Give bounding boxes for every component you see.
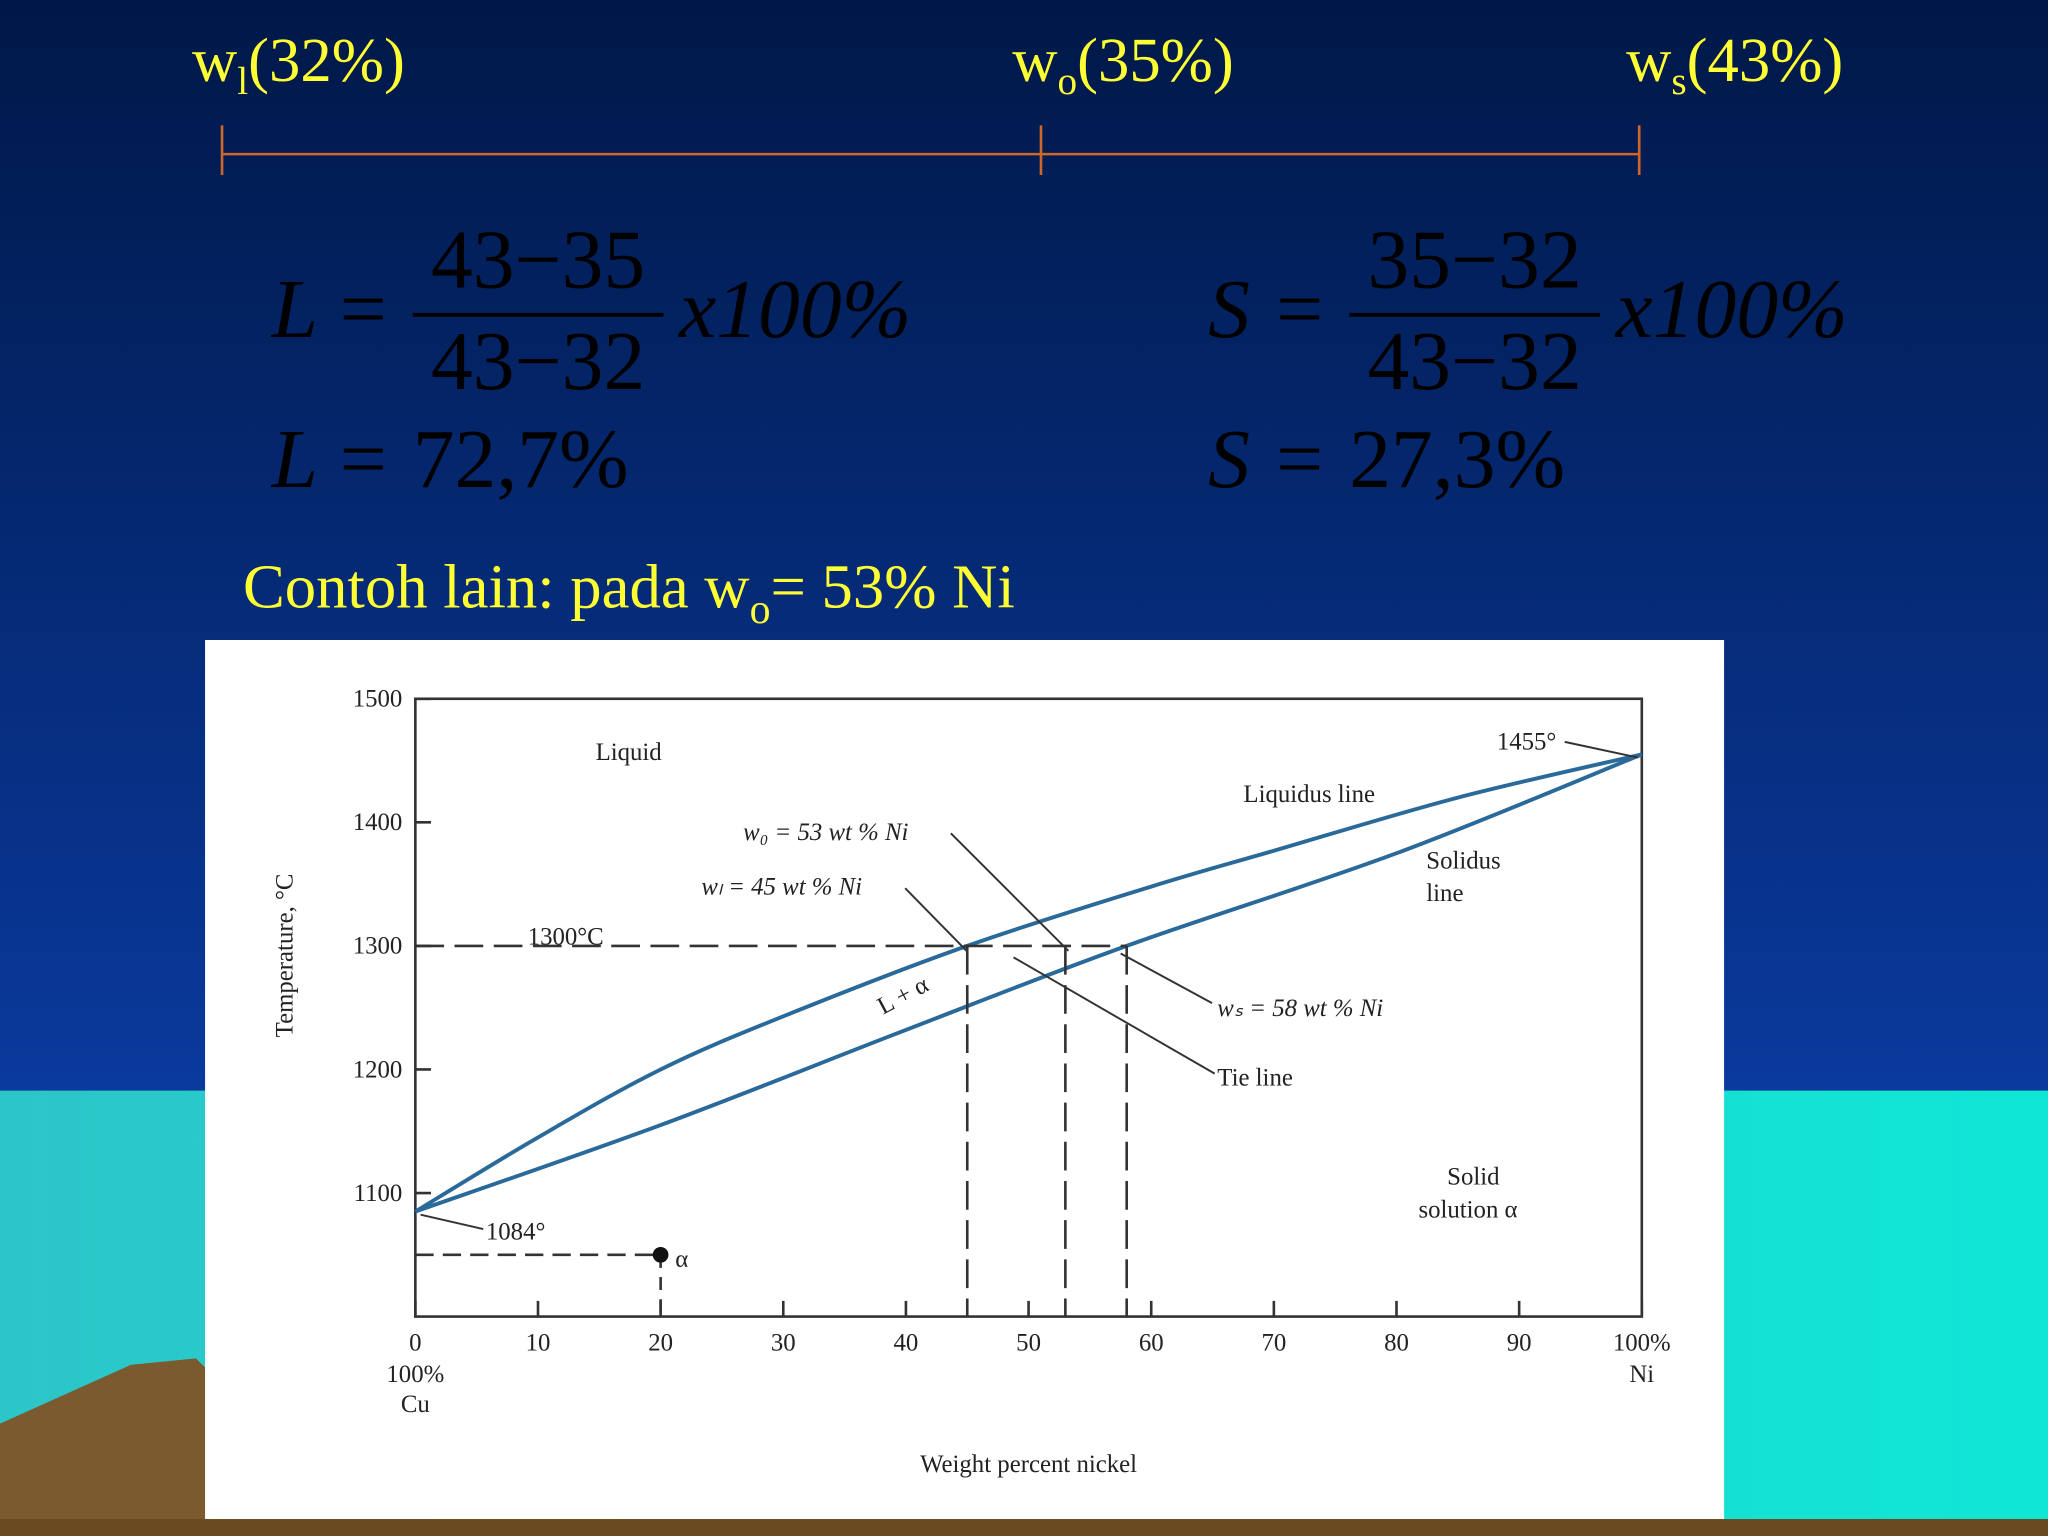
pointer <box>1120 952 1213 1004</box>
variable: S <box>1208 414 1250 506</box>
equals: = <box>1276 264 1323 356</box>
variable: S <box>1208 264 1250 356</box>
denominator: 43−32 <box>1367 316 1581 408</box>
symbol: w <box>1626 25 1671 95</box>
annotation: solution α <box>1418 1196 1517 1223</box>
symbol: w <box>192 25 237 95</box>
x-tick-label: 70 <box>1261 1330 1286 1357</box>
annotation: Tie line <box>1217 1064 1293 1091</box>
y-tick-label: 1500 <box>353 686 403 713</box>
annotation: Solid <box>1447 1164 1500 1191</box>
annotation: 1084° <box>486 1219 546 1246</box>
numerator: 43−35 <box>431 214 645 306</box>
annotation: w₀ = 53 wt % Ni <box>743 819 908 846</box>
diagram-panel <box>205 640 1725 1520</box>
x-tick-label: 100% <box>1613 1330 1671 1357</box>
factor: x100% <box>677 264 911 356</box>
variable: L <box>271 414 318 506</box>
y-tick-label: 1100 <box>354 1180 403 1207</box>
x-tick-label: 80 <box>1384 1330 1409 1357</box>
annotation: 1455° <box>1497 729 1557 756</box>
value: (43%) <box>1687 25 1844 95</box>
example-text: Contoh lain: pada wo= 53% Ni <box>243 551 1015 633</box>
result: 72,7% <box>413 414 629 506</box>
x-tick-label: 10 <box>526 1330 551 1357</box>
pointer <box>950 832 1070 952</box>
equals: = <box>340 264 387 356</box>
annotation: wₗ = 45 wt % Ni <box>701 874 862 901</box>
subscript: l <box>237 60 248 103</box>
x-tick-label: 20 <box>648 1330 673 1357</box>
x-axis-label: Weight percent nickel <box>920 1451 1137 1478</box>
pointer <box>904 887 968 952</box>
y-tick-label: 1300 <box>353 933 403 960</box>
scale-line <box>220 125 1641 176</box>
annotation: Liquid <box>596 739 663 766</box>
annotation: 1300°C <box>528 923 604 950</box>
x-tick-label: 30 <box>771 1330 796 1357</box>
value: (35%) <box>1077 25 1234 95</box>
subscript: o <box>1058 60 1078 103</box>
equals: = <box>340 414 387 506</box>
liquidus-curve <box>414 752 1643 1214</box>
denominator: 43−32 <box>431 316 645 408</box>
annotation: Solidus <box>1426 848 1500 875</box>
y-axis-label: Temperature, °C <box>272 874 299 1038</box>
factor: x100% <box>1614 264 1848 356</box>
x-tick-label: 0 <box>409 1330 421 1357</box>
pointer <box>1013 956 1216 1075</box>
solidus-curve <box>414 752 1643 1214</box>
x-end-label: 100% <box>386 1361 444 1388</box>
annotation: Liquidus line <box>1243 781 1375 808</box>
x-end-label: Cu <box>401 1391 430 1418</box>
x-tick-label: 60 <box>1139 1330 1164 1357</box>
subscript: s <box>1671 60 1686 103</box>
annotation: line <box>1426 880 1463 907</box>
symbol: w <box>1012 25 1057 95</box>
annotation: wₛ = 58 wt % Ni <box>1217 995 1383 1022</box>
value: (32%) <box>248 25 405 95</box>
top-label: wo(35%) <box>1012 25 1234 103</box>
y-tick-label: 1400 <box>353 809 403 836</box>
top-label: wl(32%) <box>192 25 405 103</box>
pointer <box>420 1213 484 1231</box>
x-end-label: Ni <box>1629 1361 1654 1388</box>
equals: = <box>1276 414 1323 506</box>
x-tick-label: 90 <box>1507 1330 1532 1357</box>
y-tick-label: 1200 <box>353 1056 403 1083</box>
hill <box>0 1358 249 1536</box>
result: 27,3% <box>1349 414 1565 506</box>
x-tick-label: 50 <box>1016 1330 1041 1357</box>
x-tick-label: 40 <box>894 1330 919 1357</box>
annotation: α <box>675 1246 688 1273</box>
ground <box>0 1519 2048 1536</box>
variable: L <box>271 264 318 356</box>
alpha-point <box>652 1246 669 1263</box>
pointer <box>1564 740 1639 759</box>
top-label: ws(43%) <box>1626 25 1843 103</box>
numerator: 35−32 <box>1367 214 1581 306</box>
